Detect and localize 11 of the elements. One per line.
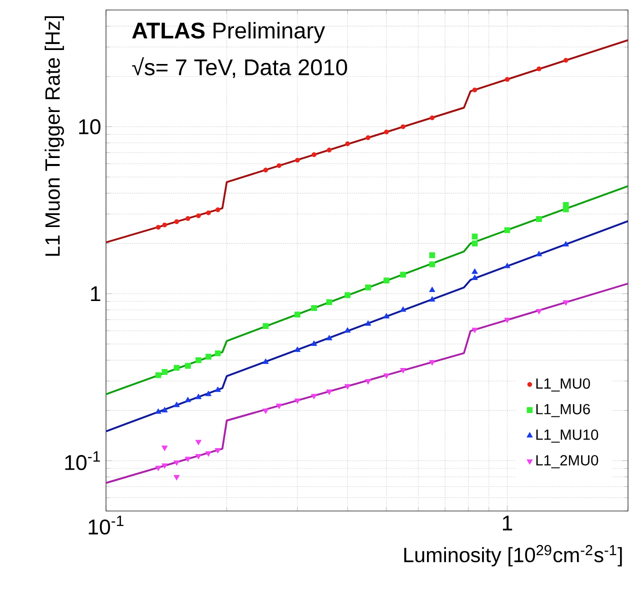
- x-axis-title: Luminosity [10$^{29}$cm$^{-2}$s$^{-1}$]: [404, 545, 622, 566]
- legend-label: L1_MU0: [536, 378, 590, 392]
- y-tick-label: 10$^{-1}$: [65, 451, 100, 470]
- y-tick-label: 1: [91, 286, 100, 302]
- legend-label: L1_MU6: [536, 404, 590, 418]
- y-axis-title: L1 Muon Trigger Rate [Hz]: [44, 16, 64, 256]
- annotation: ATLAS Preliminary: [132, 22, 326, 44]
- legend-label: L1_2MU0: [536, 455, 598, 468]
- annotation: √s= 7 TeV, Data 2010: [132, 57, 348, 78]
- legend-label: L1_MU10: [536, 430, 598, 443]
- y-tick-label: 10: [79, 119, 100, 134]
